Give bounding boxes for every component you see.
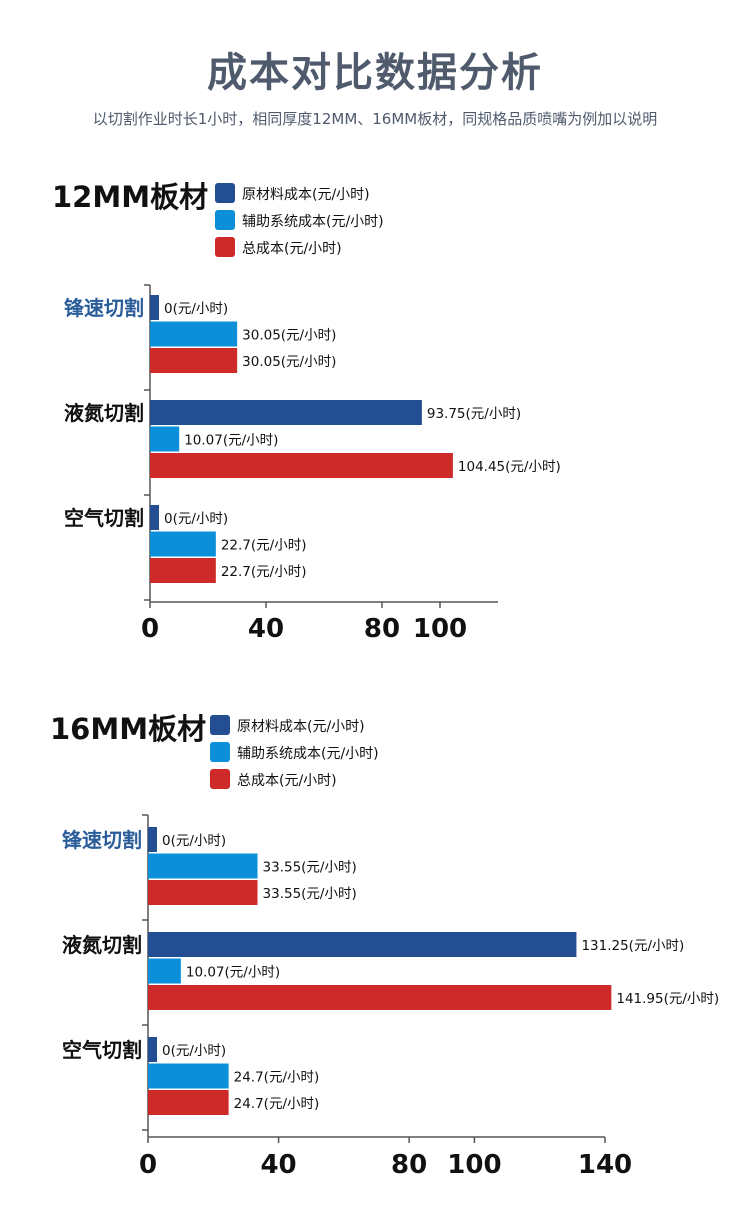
bar-2 bbox=[148, 985, 612, 1010]
data-label: 131.25(元/小时) bbox=[581, 938, 684, 954]
category-label: 锋速切割 bbox=[64, 296, 144, 320]
chart-16mm: 16MM板材 原材料成本(元/小时) 辅助系统成本(元/小时) 总成本(元/小时) 0 4… bbox=[50, 712, 719, 1180]
legend-swatch-0 bbox=[210, 715, 230, 735]
chart-title: 16MM板材 bbox=[50, 712, 206, 746]
legend-label-2: 总成本(元/小时) bbox=[242, 241, 342, 257]
category-label: 空气切割 bbox=[64, 506, 144, 530]
bar-1 bbox=[148, 853, 258, 879]
bar-2 bbox=[148, 880, 258, 905]
data-label: 22.7(元/小时) bbox=[221, 564, 307, 580]
data-label: 30.05(元/小时) bbox=[242, 328, 336, 344]
bar-2 bbox=[150, 558, 216, 583]
bar-1 bbox=[150, 321, 238, 347]
bar-0 bbox=[148, 932, 577, 957]
data-label: 30.05(元/小时) bbox=[242, 354, 336, 370]
legend-swatch-1 bbox=[215, 210, 235, 230]
bar-1 bbox=[150, 426, 180, 452]
x-tick-label: 0 bbox=[139, 1150, 157, 1180]
x-tick-label: 80 bbox=[364, 614, 400, 644]
legend-label-0: 原材料成本(元/小时) bbox=[242, 187, 370, 203]
legend-swatch-2 bbox=[215, 237, 235, 257]
legend-label-1: 辅助系统成本(元/小时) bbox=[237, 746, 379, 762]
data-label: 33.55(元/小时) bbox=[263, 860, 357, 876]
data-label: 33.55(元/小时) bbox=[263, 886, 357, 902]
x-tick-label: 80 bbox=[391, 1150, 427, 1180]
bar-2 bbox=[148, 1090, 229, 1115]
bar-0 bbox=[150, 400, 422, 425]
data-label: 141.95(元/小时) bbox=[616, 991, 719, 1007]
data-label: 0(元/小时) bbox=[164, 301, 228, 317]
x-tick-label: 40 bbox=[260, 1150, 296, 1180]
page-title: 成本对比数据分析 bbox=[207, 50, 543, 96]
x-tick-label: 140 bbox=[578, 1150, 632, 1180]
data-label: 10.07(元/小时) bbox=[186, 965, 280, 981]
bar-2 bbox=[150, 453, 453, 478]
category-label: 液氮切割 bbox=[64, 401, 144, 425]
chart-title: 12MM板材 bbox=[52, 180, 208, 214]
bar-0 bbox=[148, 1037, 157, 1062]
data-label: 0(元/小时) bbox=[162, 833, 226, 849]
legend-label-2: 总成本(元/小时) bbox=[237, 773, 337, 789]
data-label: 0(元/小时) bbox=[164, 511, 228, 527]
x-tick-label: 100 bbox=[413, 614, 467, 644]
bar-2 bbox=[150, 348, 238, 373]
page-subtitle: 以切割作业时长1小时，相同厚度12MM、16MM板材，同规格品质喷嘴为例加以说明 bbox=[92, 110, 658, 128]
legend-label-1: 辅助系统成本(元/小时) bbox=[242, 214, 384, 230]
x-tick-label: 0 bbox=[141, 614, 159, 644]
data-label: 0(元/小时) bbox=[162, 1043, 226, 1059]
x-tick-label: 40 bbox=[248, 614, 284, 644]
chart-12mm: 12MM板材 原材料成本(元/小时) 辅助系统成本(元/小时) 总成本(元/小时) 0 4… bbox=[52, 180, 561, 644]
legend-swatch-1 bbox=[210, 742, 230, 762]
data-label: 22.7(元/小时) bbox=[221, 538, 307, 554]
legend-label-0: 原材料成本(元/小时) bbox=[237, 719, 365, 735]
legend-swatch-2 bbox=[210, 769, 230, 789]
data-label: 93.75(元/小时) bbox=[427, 406, 521, 422]
bar-0 bbox=[150, 505, 159, 530]
data-label: 24.7(元/小时) bbox=[234, 1096, 320, 1112]
bar-0 bbox=[148, 827, 157, 852]
data-label: 104.45(元/小时) bbox=[458, 459, 561, 475]
bar-1 bbox=[148, 958, 181, 984]
bar-1 bbox=[148, 1063, 229, 1089]
bar-1 bbox=[150, 531, 216, 557]
legend-swatch-0 bbox=[215, 183, 235, 203]
category-label: 空气切割 bbox=[62, 1038, 142, 1062]
data-label: 10.07(元/小时) bbox=[184, 433, 278, 449]
bar-0 bbox=[150, 295, 159, 320]
data-label: 24.7(元/小时) bbox=[234, 1070, 320, 1086]
category-label: 液氮切割 bbox=[62, 933, 142, 957]
category-label: 锋速切割 bbox=[62, 828, 142, 852]
x-tick-label: 100 bbox=[447, 1150, 501, 1180]
